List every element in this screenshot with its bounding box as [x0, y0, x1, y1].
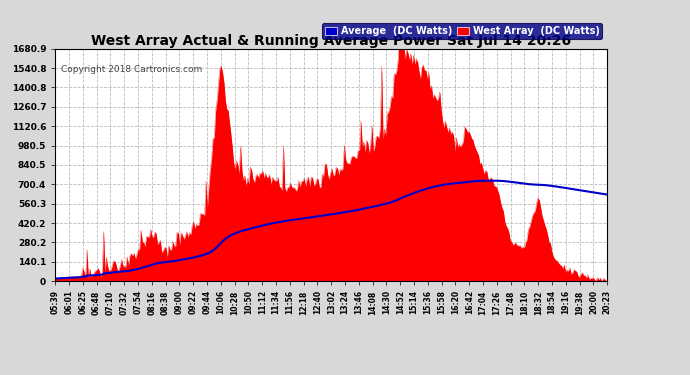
Title: West Array Actual & Running Average Power Sat Jul 14 20:26: West Array Actual & Running Average Powe… — [91, 34, 571, 48]
Text: Copyright 2018 Cartronics.com: Copyright 2018 Cartronics.com — [61, 65, 202, 74]
Legend: Average  (DC Watts), West Array  (DC Watts): Average (DC Watts), West Array (DC Watts… — [322, 23, 602, 39]
